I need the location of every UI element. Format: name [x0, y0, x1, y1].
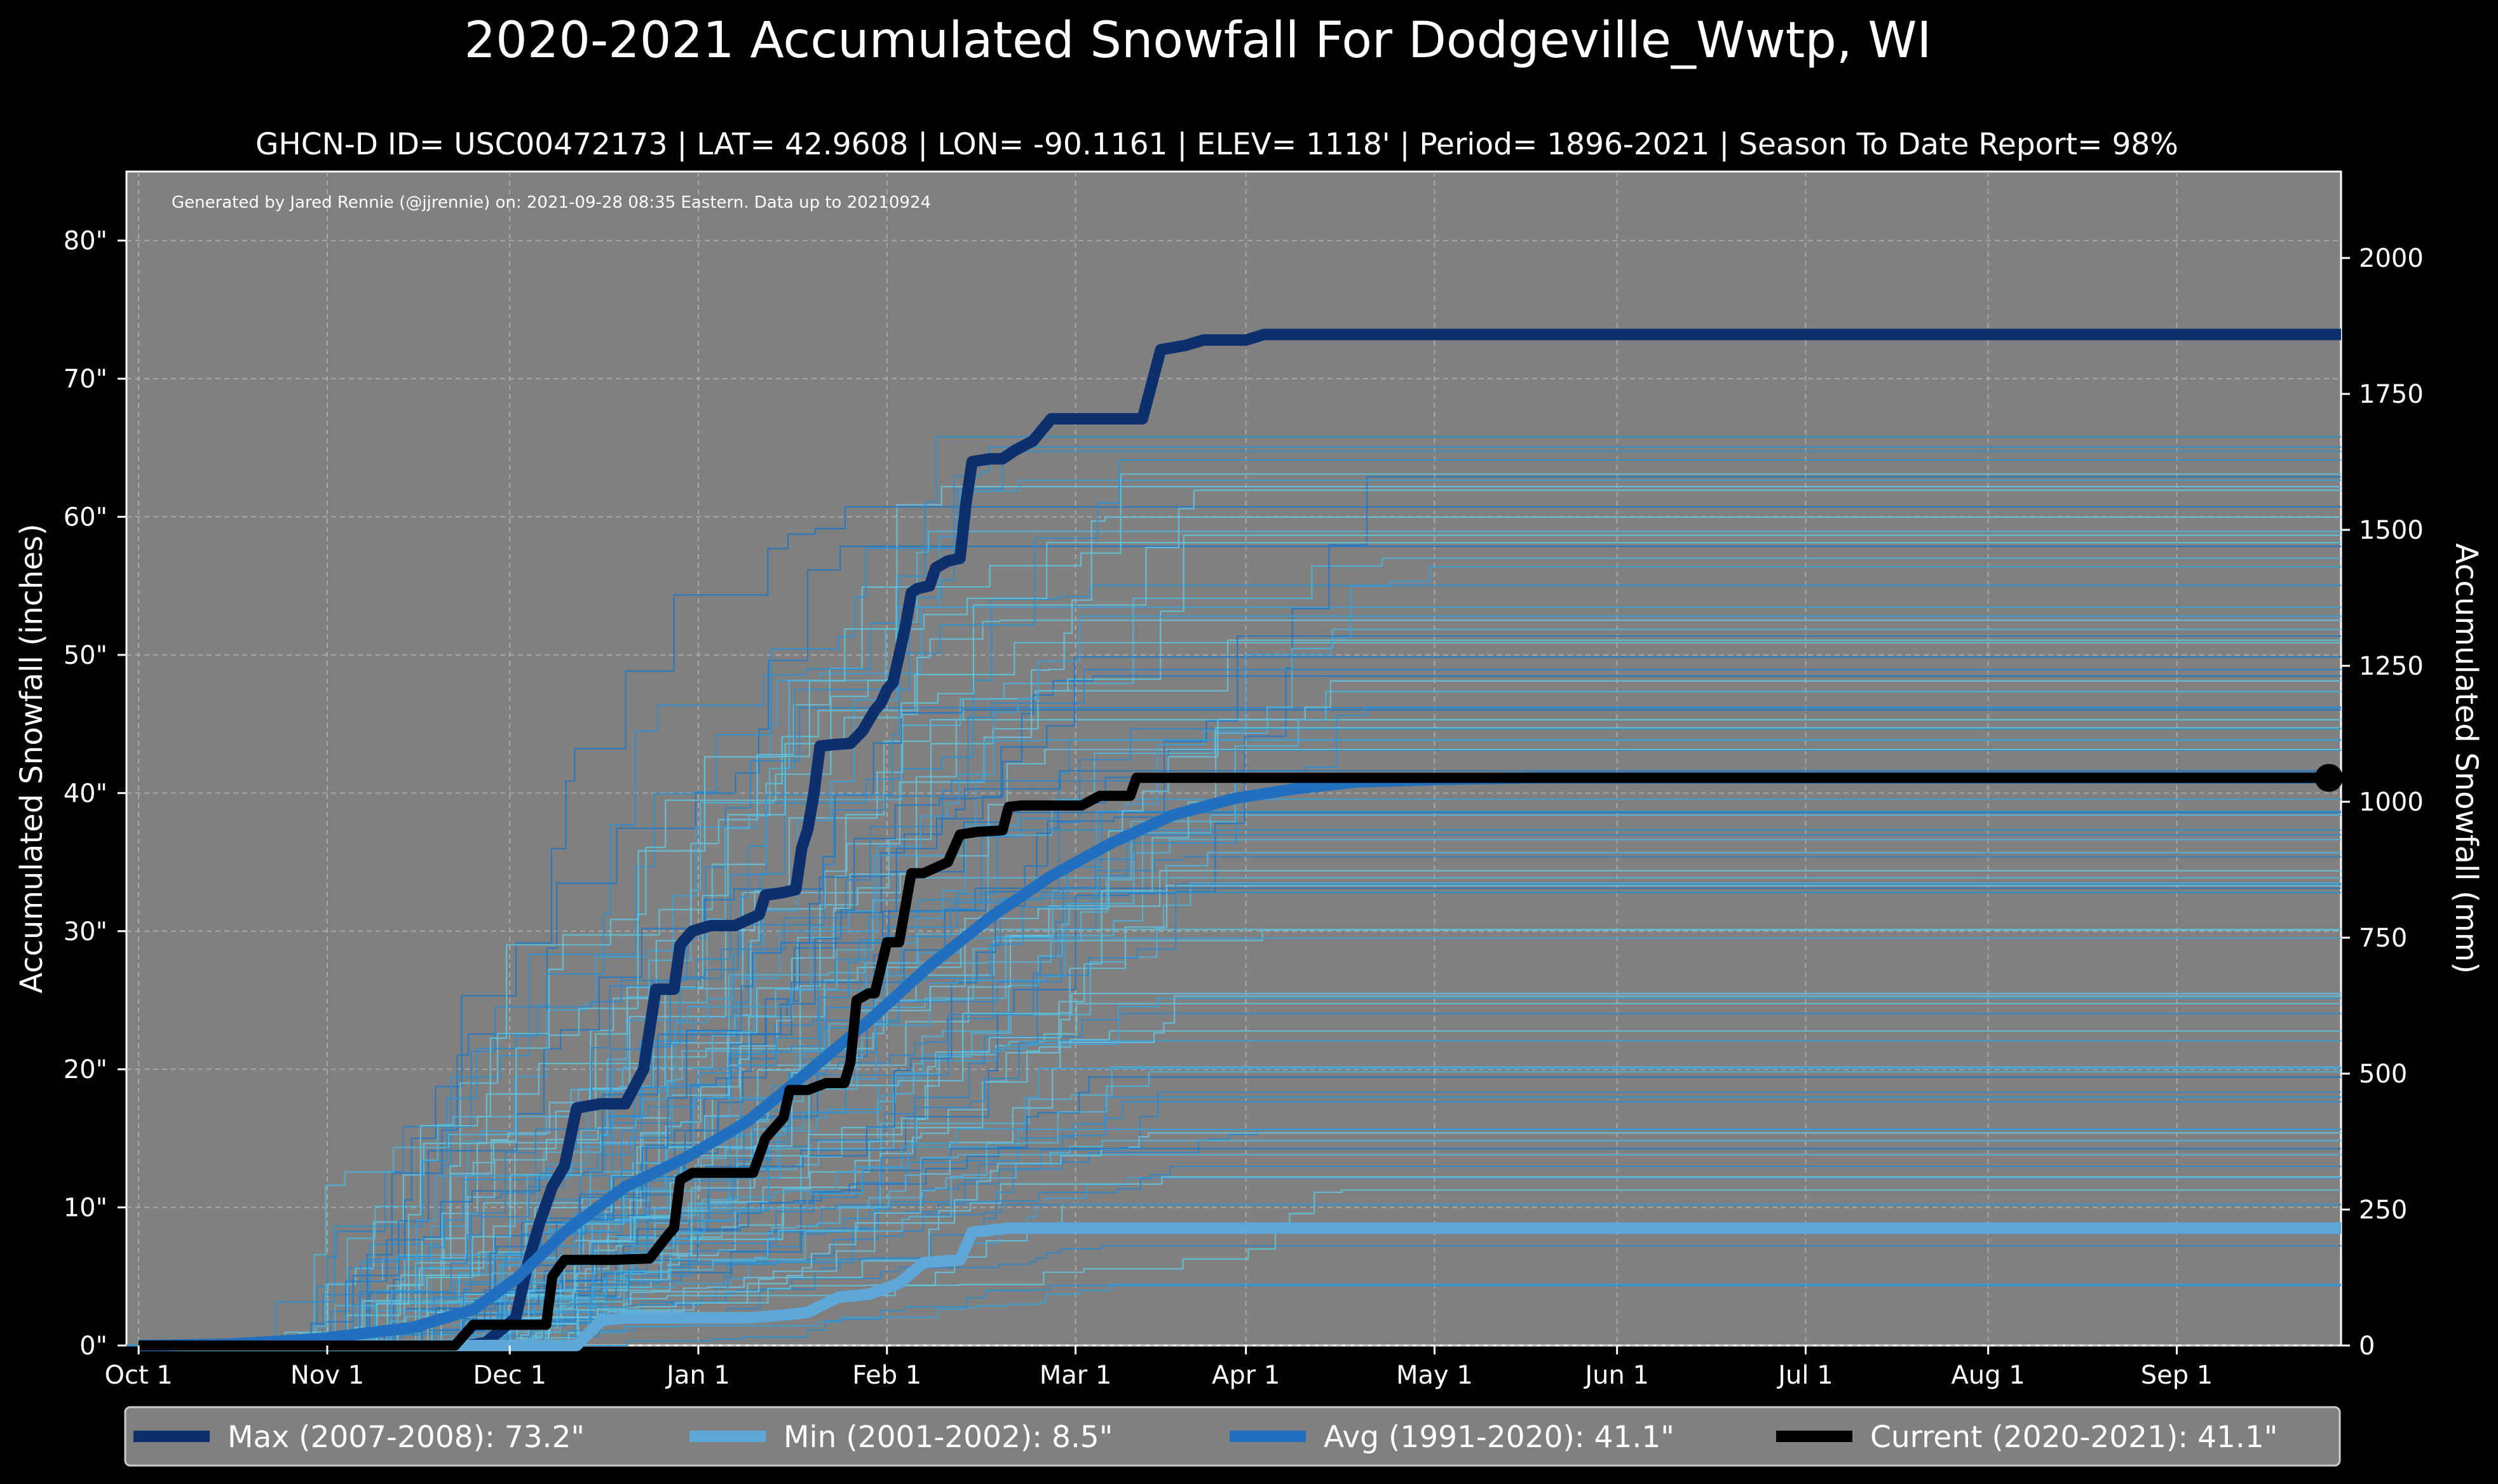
x-tick-label: Feb 1 [852, 1361, 921, 1390]
legend-label: Max (2007-2008): 73.2" [227, 1420, 585, 1455]
historical-trace [126, 545, 2341, 1347]
y-tick-label-left: 80" [64, 227, 107, 256]
historical-trace [126, 1204, 2341, 1347]
historical-trace [126, 628, 2341, 1347]
historical-trace [126, 780, 2341, 1347]
historical-trace [126, 885, 2341, 1347]
historical-trace [126, 476, 2341, 1347]
x-tick-label: Jan 1 [665, 1361, 730, 1390]
historical-trace [126, 534, 2341, 1347]
y-axis-left: 0" 10" 20" 30" 40" 50" 60" 70" 80" [64, 227, 126, 1361]
x-tick-label: Apr 1 [1212, 1361, 1280, 1390]
historical-trace [126, 542, 2341, 1347]
y-tick-label-left: 60" [64, 503, 107, 532]
legend-label: Current (2020-2021): 41.1" [1870, 1420, 2277, 1455]
historical-trace [126, 877, 2341, 1347]
y-axis-right: 0 250 500 750 1000 1250 1500 1750 2000 [2341, 244, 2424, 1361]
x-tick-label: Dec 1 [473, 1361, 546, 1390]
historical-trace [126, 1030, 2341, 1347]
x-tick-label: Aug 1 [1952, 1361, 2025, 1390]
y-tick-label-left: 70" [64, 365, 107, 394]
historical-trace [126, 997, 2341, 1347]
series-line-max [139, 328, 2341, 1351]
historical-trace [126, 891, 2341, 1347]
historical-trace [126, 882, 2341, 1347]
x-tick-label: Oct 1 [104, 1361, 172, 1390]
series-line-avg [138, 772, 2341, 1351]
x-tick-label: May 1 [1396, 1361, 1473, 1390]
y-tick-label-left: 30" [64, 917, 107, 947]
historical-trace [126, 1140, 2341, 1347]
y-tick-label-left: 20" [64, 1055, 107, 1084]
y-tick-label-left: 10" [64, 1194, 107, 1223]
x-tick-label: Sep 1 [2141, 1361, 2213, 1390]
historical-trace [126, 1285, 2341, 1347]
y-axis-label-right: Accumulated Snowfall (mm) [2448, 543, 2484, 974]
legend-items: Max (2007-2008): 73.2" Min (2001-2002): 8… [133, 1420, 2277, 1455]
historical-trace [126, 929, 2341, 1347]
y-tick-label-right: 250 [2359, 1196, 2407, 1225]
y-axis-label-left: Accumulated Snowfall (inches) [14, 523, 50, 994]
x-axis: Oct 1 Nov 1 Dec 1 Jan 1 Feb 1 Mar 1 Apr 1 May 1… [104, 1346, 2213, 1390]
historical-trace [126, 668, 2341, 1347]
y-tick-label-right: 500 [2359, 1060, 2407, 1089]
historical-trace [126, 1132, 2341, 1347]
historical-trace [126, 506, 2341, 1347]
x-tick-label: Nov 1 [290, 1361, 364, 1390]
x-tick-label: Mar 1 [1040, 1361, 1112, 1390]
credit-text: Generated by Jared Rennie (@jjrennie) on… [172, 193, 931, 212]
historical-trace [126, 851, 2341, 1347]
historical-trace [126, 870, 2341, 1347]
historical-trace [126, 691, 2341, 1347]
x-tick-label: Jun 1 [1583, 1361, 1649, 1390]
x-tick-label: Jul 1 [1776, 1361, 1833, 1390]
y-tick-label-right: 1500 [2359, 516, 2424, 545]
legend-label: Avg (1991-2020): 41.1" [1324, 1420, 1674, 1455]
historical-trace [126, 883, 2341, 1347]
plot-area [125, 170, 2342, 1347]
y-tick-label-right: 1250 [2359, 652, 2424, 681]
historical-trace [126, 709, 2341, 1347]
historical-trace [126, 642, 2341, 1347]
historical-trace [126, 436, 2341, 1347]
current-end-marker [2314, 764, 2343, 792]
y-tick-label-right: 1750 [2359, 380, 2424, 409]
y-tick-label-left: 50" [64, 641, 107, 670]
historical-trace [126, 473, 2341, 1347]
historical-trace [126, 1067, 2341, 1347]
chart-subtitle: GHCN-D ID= USC00472173 | LAT= 42.9608 | … [255, 127, 2178, 162]
y-tick-label-right: 750 [2359, 924, 2407, 953]
y-tick-label-right: 1000 [2359, 788, 2424, 817]
series-lines [138, 328, 2343, 1351]
historical-trace [126, 615, 2341, 1347]
historical-trace [126, 937, 2341, 1347]
historical-trace [126, 450, 2341, 1347]
historical-trace [126, 489, 2341, 1347]
series-line-current [139, 772, 2329, 1351]
historical-trace [126, 485, 2341, 1347]
historical-trace [126, 656, 2341, 1347]
historical-trace [126, 584, 2341, 1347]
legend-label: Min (2001-2002): 8.5" [784, 1420, 1113, 1455]
series-line-min [139, 1222, 2341, 1351]
chart-title: 2020-2021 Accumulated Snowfall For Dodge… [464, 12, 1931, 69]
y-tick-label-left: 0" [79, 1332, 107, 1361]
y-tick-label-left: 40" [64, 779, 107, 808]
y-tick-label-right: 2000 [2359, 244, 2424, 273]
y-tick-label-right: 0 [2359, 1332, 2375, 1361]
